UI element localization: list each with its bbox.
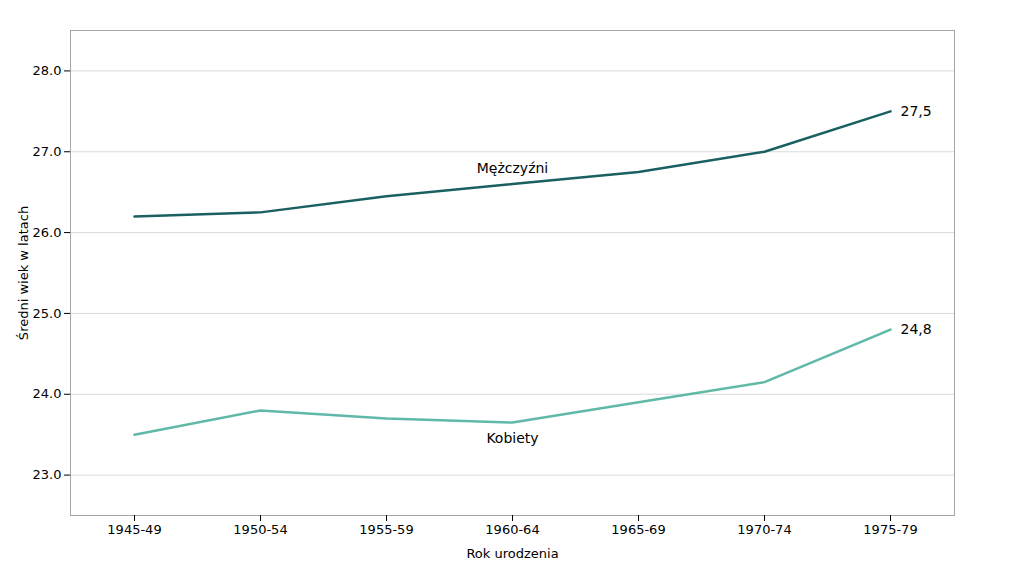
- svg-text:1950-54: 1950-54: [233, 522, 287, 537]
- svg-text:1945-49: 1945-49: [107, 522, 161, 537]
- svg-text:Rok urodzenia: Rok urodzenia: [466, 546, 558, 561]
- svg-text:27.0: 27.0: [33, 144, 62, 159]
- svg-text:25.0: 25.0: [33, 306, 62, 321]
- svg-text:1960-64: 1960-64: [485, 522, 539, 537]
- svg-text:24.0: 24.0: [33, 386, 62, 401]
- svg-text:1965-69: 1965-69: [611, 522, 665, 537]
- svg-text:23.0: 23.0: [33, 467, 62, 482]
- svg-text:Mężczyźni: Mężczyźni: [477, 160, 548, 176]
- svg-text:24,8: 24,8: [901, 321, 932, 337]
- svg-text:26.0: 26.0: [33, 225, 62, 240]
- svg-text:1955-59: 1955-59: [359, 522, 413, 537]
- svg-text:1970-74: 1970-74: [737, 522, 791, 537]
- svg-text:Kobiety: Kobiety: [486, 430, 538, 446]
- svg-text:Średni wiek w latach: Średni wiek w latach: [16, 206, 31, 340]
- svg-text:28.0: 28.0: [33, 63, 62, 78]
- svg-text:1975-79: 1975-79: [863, 522, 917, 537]
- svg-text:27,5: 27,5: [901, 103, 932, 119]
